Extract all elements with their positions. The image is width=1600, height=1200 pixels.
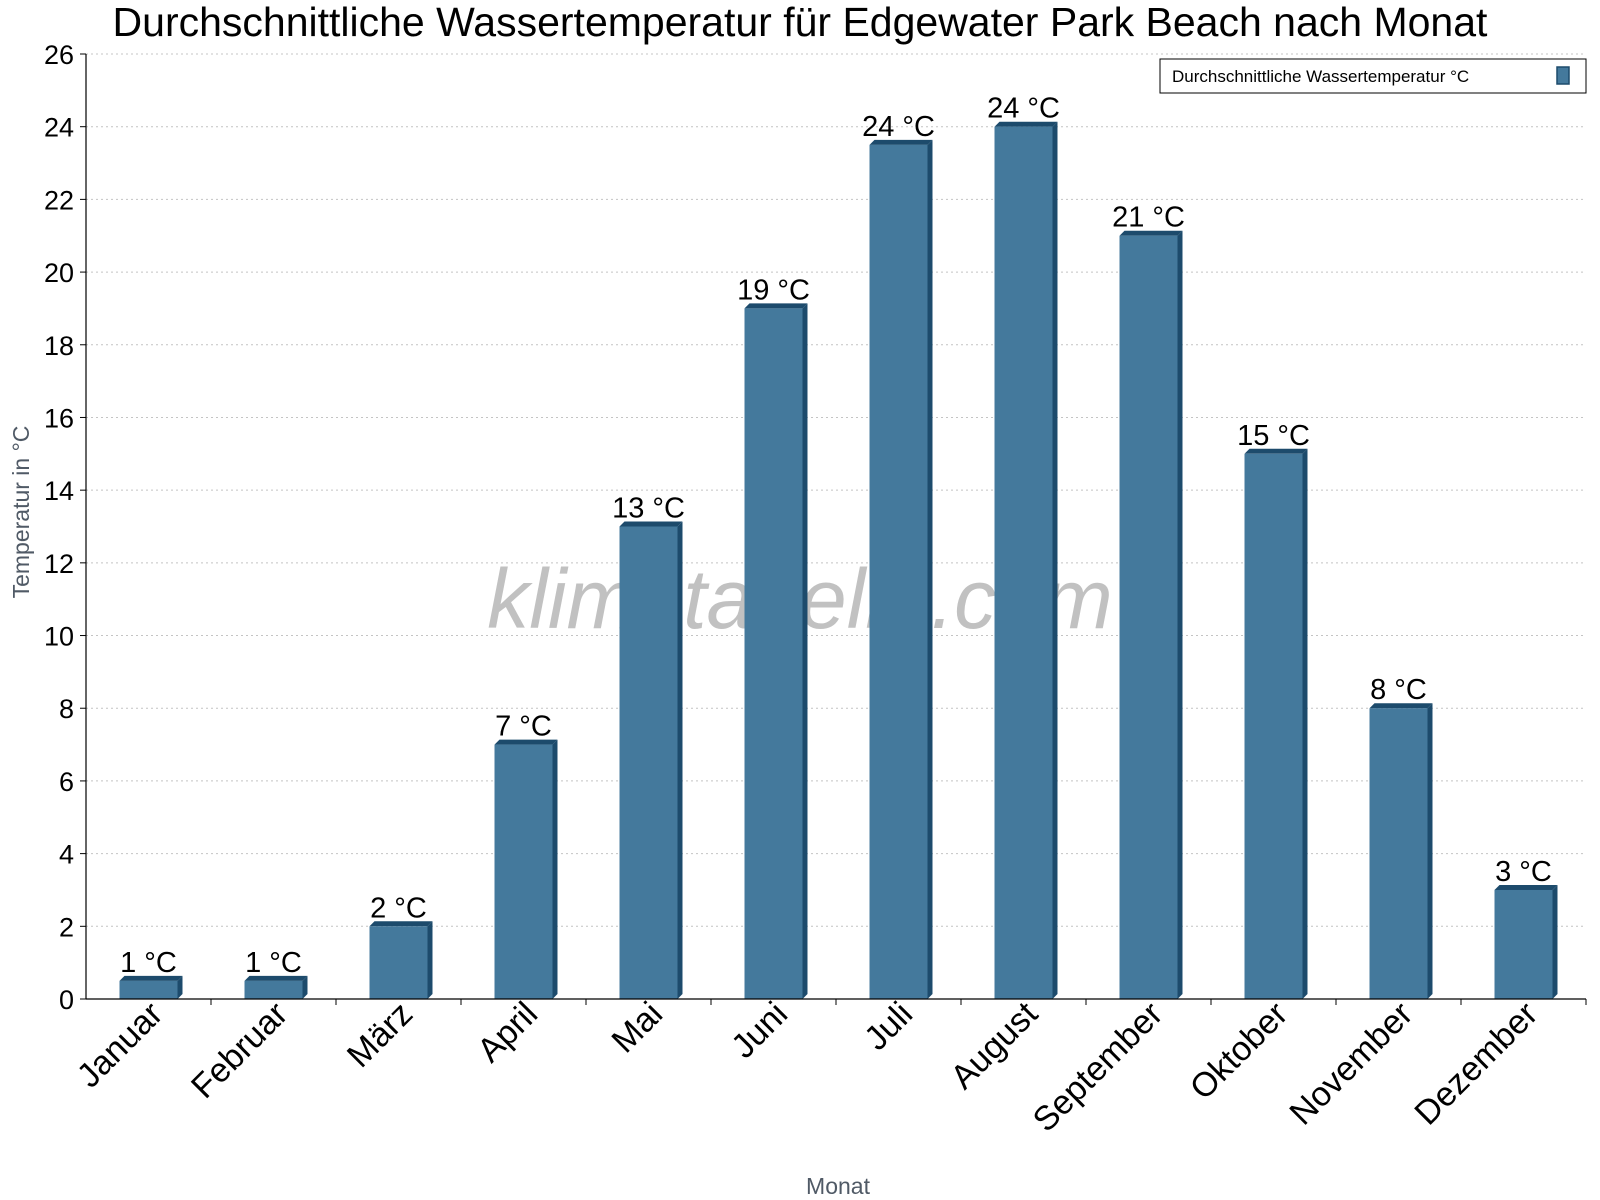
bar xyxy=(369,926,428,999)
bar xyxy=(619,526,678,999)
y-tick-label: 12 xyxy=(44,549,74,579)
bar-side xyxy=(802,303,808,999)
bar-group: 21 °C xyxy=(1112,202,1185,999)
x-tick-label: September xyxy=(1026,995,1170,1139)
bar-group: 13 °C xyxy=(612,493,685,999)
bar-side xyxy=(1052,121,1058,999)
x-tick-label: Mai xyxy=(605,995,671,1061)
y-tick-label: 8 xyxy=(59,694,74,724)
bar-side xyxy=(677,521,683,999)
y-tick-label: 26 xyxy=(44,40,74,70)
bar-value-label: 13 °C xyxy=(612,493,685,525)
x-tick-label: Januar xyxy=(70,995,170,1095)
y-axis-title: Temperatur in °C xyxy=(8,426,34,599)
x-axis-title: Monat xyxy=(806,1173,871,1199)
y-tick-label: 4 xyxy=(59,840,74,870)
bar-top xyxy=(369,921,433,927)
bar-value-label: 24 °C xyxy=(987,93,1060,125)
x-tick-label: Juni xyxy=(724,995,795,1066)
legend-box xyxy=(1159,58,1587,94)
bar-top xyxy=(244,975,308,981)
legend-swatch xyxy=(1556,66,1570,85)
y-tick-label: 10 xyxy=(44,622,74,652)
bar-group: 1 °C xyxy=(119,947,183,999)
bar-value-label: 7 °C xyxy=(495,711,552,743)
bar-group: 24 °C xyxy=(987,93,1060,999)
bar xyxy=(744,308,803,999)
gridlines xyxy=(86,53,1586,927)
bar-value-label: 21 °C xyxy=(1112,202,1185,234)
bar-group: 7 °C xyxy=(494,711,558,999)
bar-value-label: 24 °C xyxy=(862,111,935,143)
bar xyxy=(869,144,928,1000)
y-tick-label: 2 xyxy=(59,912,74,942)
bar-group: 8 °C xyxy=(1369,674,1433,999)
bar-group: 3 °C xyxy=(1494,856,1558,999)
y-tick-label: 18 xyxy=(44,331,74,361)
bar-side xyxy=(1427,703,1433,999)
legend-label: Durchschnittliche Wassertemperatur °C xyxy=(1172,67,1469,86)
bar-top xyxy=(119,975,183,981)
bar xyxy=(1494,889,1553,999)
bar-group: 24 °C xyxy=(862,111,935,1000)
bar-top xyxy=(869,139,933,145)
bar-side xyxy=(552,739,558,999)
x-tick-label: Dezember xyxy=(1407,995,1545,1133)
bar-top xyxy=(619,521,683,527)
bar-value-label: 15 °C xyxy=(1237,420,1310,452)
bar-top xyxy=(494,739,558,745)
x-tick-labels: Januar Februar März April Mai Juni Juli AugustS… xyxy=(70,994,1545,1139)
bar-value-label: 19 °C xyxy=(737,274,810,306)
bar-top xyxy=(1244,448,1308,454)
bar-side xyxy=(1552,884,1558,999)
x-tick-label: August xyxy=(943,994,1045,1096)
bar-top xyxy=(1369,703,1433,709)
y-tick-label: 22 xyxy=(44,185,74,215)
y-tick-label: 16 xyxy=(44,403,74,433)
bar-top xyxy=(1494,884,1558,890)
bar-top xyxy=(1119,230,1183,236)
bar-value-label: 1 °C xyxy=(245,947,302,979)
x-tick-label: Februar xyxy=(184,995,295,1106)
bar xyxy=(1244,453,1303,999)
bar xyxy=(494,744,553,999)
bar-group: 15 °C xyxy=(1237,420,1310,999)
bar-group: 1 °C xyxy=(244,947,308,999)
bar-value-label: 2 °C xyxy=(370,892,427,924)
bar-side xyxy=(427,921,433,999)
bar-side xyxy=(927,139,933,1000)
bar xyxy=(119,980,178,999)
bar xyxy=(244,980,303,999)
bar-side xyxy=(302,975,308,999)
bar xyxy=(994,126,1053,999)
bar-value-label: 3 °C xyxy=(1495,856,1552,888)
bar-group: 2 °C xyxy=(369,892,433,999)
x-tick-label: Juli xyxy=(857,995,920,1058)
y-tick-label: 24 xyxy=(44,113,74,143)
bar-side xyxy=(1177,230,1183,999)
bar-side xyxy=(177,975,183,999)
x-tick-label: November xyxy=(1282,995,1420,1133)
x-tick-label: April xyxy=(470,995,545,1070)
x-tick-label: Oktober xyxy=(1183,995,1295,1107)
y-tick-label: 14 xyxy=(44,476,74,506)
axes xyxy=(80,53,1587,1005)
chart-title: Durchschnittliche Wassertemperatur für E… xyxy=(113,0,1488,45)
bar xyxy=(1119,235,1178,999)
x-tick-label: März xyxy=(340,995,420,1075)
bars: 1 °C 1 °C 2 °C 7 °C 13 °C 19 °C 24 °C 24 °C 21 °… xyxy=(119,93,1558,1000)
y-tick-label: 20 xyxy=(44,258,74,288)
bar xyxy=(1369,708,1428,999)
bar-top xyxy=(744,303,808,309)
bar-value-label: 1 °C xyxy=(120,947,177,979)
y-tick-label: 6 xyxy=(59,767,74,797)
legend: Durchschnittliche Wassertemperatur °C xyxy=(1159,58,1587,94)
bar-group: 19 °C xyxy=(737,274,810,999)
y-tick-label: 0 xyxy=(59,985,74,1015)
bar-top xyxy=(994,121,1058,127)
bar-value-label: 8 °C xyxy=(1370,674,1427,706)
bar-side xyxy=(1302,448,1308,999)
